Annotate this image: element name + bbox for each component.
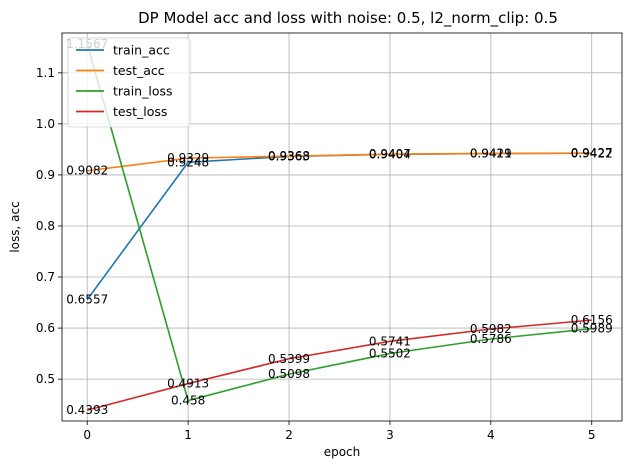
- data-label-train-acc: 0.9363: [268, 149, 310, 163]
- x-tick-label: 3: [386, 428, 394, 442]
- legend-label-train-acc: train_acc: [113, 43, 170, 58]
- axis-ticks: 0 1 2 3 4 5 0.5 0.6 0.7 0.8 0.9 1.0 1.1: [36, 66, 596, 442]
- data-label-test-loss: 0.4393: [66, 403, 108, 417]
- data-label-train-loss: 0.5786: [470, 332, 512, 346]
- data-label-test-acc: 0.9407: [369, 147, 411, 161]
- x-tick-label: 0: [83, 428, 91, 442]
- chart-title: DP Model acc and loss with noise: 0.5, l…: [138, 9, 558, 28]
- y-tick-label: 0.7: [36, 270, 55, 284]
- data-label-train-acc: 0.9419: [470, 147, 512, 161]
- series-lines: [86, 43, 592, 411]
- data-label-test-loss: 0.6156: [571, 313, 613, 327]
- y-axis-label: loss, acc: [8, 201, 22, 252]
- data-label-test-acc: 0.9421: [470, 146, 512, 160]
- data-label-train-acc: 0.9248: [167, 155, 209, 169]
- data-label-train-loss: 0.5989: [571, 322, 613, 336]
- legend-box: [67, 37, 191, 128]
- series-line-test-acc: [87, 152, 592, 172]
- data-label-test-loss: 0.5741: [369, 334, 411, 348]
- y-tick-label: 0.6: [36, 321, 55, 335]
- data-label-test-acc: 0.9329: [167, 151, 209, 165]
- series-line-test-loss: [87, 319, 592, 411]
- legend-label-test-loss: test_loss: [113, 104, 167, 119]
- data-label-test-acc: 0.9082: [66, 164, 108, 178]
- legend-label-test-acc: test_acc: [113, 63, 165, 78]
- x-axis-label: epoch: [324, 445, 361, 459]
- data-label-train-loss: 0.458: [171, 394, 205, 408]
- x-tick-label: 1: [184, 428, 192, 442]
- x-tick-label: 2: [285, 428, 293, 442]
- data-label-test-acc: 0.9422: [571, 146, 613, 160]
- y-tick-label: 0.5: [36, 372, 55, 386]
- y-tick-label: 1.0: [36, 117, 55, 131]
- legend-label-train-loss: train_loss: [113, 84, 173, 99]
- data-label-test-loss: 0.5399: [268, 352, 310, 366]
- data-label-train-loss: 0.5502: [369, 347, 411, 361]
- legend: train_acc test_acc train_loss test_loss: [67, 37, 191, 128]
- data-label-train-acc: 0.9427: [571, 146, 613, 160]
- y-tick-label: 0.9: [36, 168, 55, 182]
- y-tick-label: 0.8: [36, 219, 55, 233]
- data-label-test-loss: 0.4913: [167, 377, 209, 391]
- plot-frame: [61, 32, 623, 422]
- data-label-test-loss: 0.5982: [470, 322, 512, 336]
- y-tick-label: 1.1: [36, 66, 55, 80]
- data-label-train-acc: 0.9404: [369, 147, 411, 161]
- data-label-test-acc: 0.9368: [268, 149, 310, 163]
- series-line-train-loss: [86, 43, 592, 402]
- data-label-train-acc: 0.6557: [66, 293, 108, 307]
- data-label-train-loss: 0.5098: [268, 367, 310, 381]
- x-tick-label: 4: [487, 428, 495, 442]
- x-tick-label: 5: [588, 428, 596, 442]
